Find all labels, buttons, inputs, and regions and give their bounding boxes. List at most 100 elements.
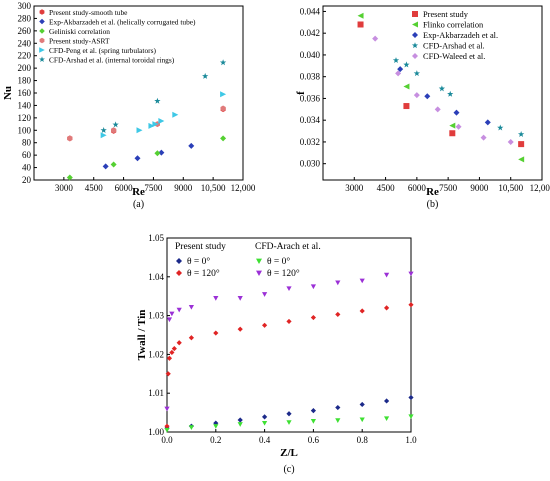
data-point [154,97,161,104]
y-tick-label: 0.044 [300,6,321,16]
data-point [220,135,227,142]
y-tick-label: 220 [18,51,32,61]
y-tick-label: 1.00 [148,427,164,437]
data-point [164,406,170,412]
data-point [136,127,143,134]
x-tick-label: 1.0 [405,435,417,445]
legend-marker [412,53,418,59]
data-point [403,61,410,68]
y-tick-label: 20 [22,175,32,185]
y-tick-label: 120 [18,113,32,123]
y-tick-label: 1.01 [148,388,164,398]
data-point [219,59,227,66]
data-point [134,155,141,162]
legend-header: Present study [175,242,226,252]
x-tick-label: 12,000 [530,183,550,193]
y-tick-label: 300 [18,1,32,11]
data-point [188,335,194,341]
legend-marker [39,28,45,34]
legend-label: θ = 120° [187,268,220,279]
x-tick-label: 7500 [439,183,458,193]
x-tick-label: 0.4 [259,435,271,445]
x-tick-label: 3000 [345,183,364,193]
data-point [335,404,341,411]
data-point [357,21,364,28]
y-tick-label: 160 [18,88,32,98]
data-point [413,70,420,77]
data-point [507,138,514,145]
y-tick-label: 80 [22,138,32,148]
y-tick-label: 200 [18,63,32,73]
data-point [310,408,316,414]
data-point [357,12,364,19]
data-point [110,161,117,168]
plot-frame [166,237,412,433]
legend-label: Flinko correlation [423,21,484,30]
legend-marker [176,270,182,276]
data-point [188,304,194,310]
x-tick-label: 7500 [144,183,163,193]
data-point [403,83,410,90]
y-tick-label: 1.03 [148,311,164,321]
y-tick-label: 240 [18,38,32,48]
y-tick-label: 1.02 [148,349,164,359]
y-tick-label: 40 [22,163,32,173]
data-point [449,122,456,129]
data-point [286,420,292,425]
plot-frame [322,5,543,181]
data-point [372,35,379,42]
data-point [102,163,109,170]
data-point [408,271,414,277]
data-point [171,345,177,352]
data-point [148,122,155,129]
legend-label: CFD-Waleed et al. [423,52,485,61]
data-point [262,322,268,328]
legend-label: θ = 0° [267,256,290,267]
data-point [152,121,159,128]
data-point [397,66,404,73]
legend-marker [412,11,418,17]
data-point [166,317,173,323]
data-point [403,103,410,110]
y-tick-label: 0.042 [300,28,320,38]
data-point [384,398,390,404]
data-point [359,417,365,423]
data-point [66,174,73,181]
x-tick-label: 6000 [115,183,134,193]
data-point [169,311,175,317]
data-point [213,330,219,336]
x-tick-label: 6000 [408,183,427,193]
legend-label: CFD-Peng et al. (spring turbulators) [49,46,156,55]
legend-marker [176,258,182,264]
legend-label: Exp-Akbarzadeh et al. [423,31,498,40]
data-point [188,142,195,149]
data-point [237,417,243,423]
y-axis-label: Nu [2,86,14,100]
data-point [176,340,182,346]
legend-label: Present study-smooth tube [49,8,128,17]
data-point [310,314,316,321]
data-point [335,418,341,423]
data-point [359,401,365,408]
data-point [158,117,165,124]
data-point [202,72,209,79]
x-tick-label: 0.2 [210,435,221,445]
data-point [237,422,243,427]
data-point [408,414,414,420]
data-point [262,420,268,426]
data-point [384,305,390,311]
x-axis-label: Z/L [280,447,298,459]
data-point [335,311,341,318]
legend-label: CFD-Arshad et al. (internal toroidal rin… [49,56,175,65]
y-tick-label: 0.036 [300,93,321,103]
data-point [112,121,119,128]
x-tick-label: 4500 [85,183,104,193]
data-point [188,425,194,430]
x-axis-label: Re [426,186,439,198]
legend-label: Present study-ASRT [49,37,110,46]
data-point [455,123,462,130]
panel-label: (c) [283,464,294,475]
y-tick-label: 0.038 [300,72,321,82]
data-point [335,280,341,286]
data-point [449,130,456,137]
